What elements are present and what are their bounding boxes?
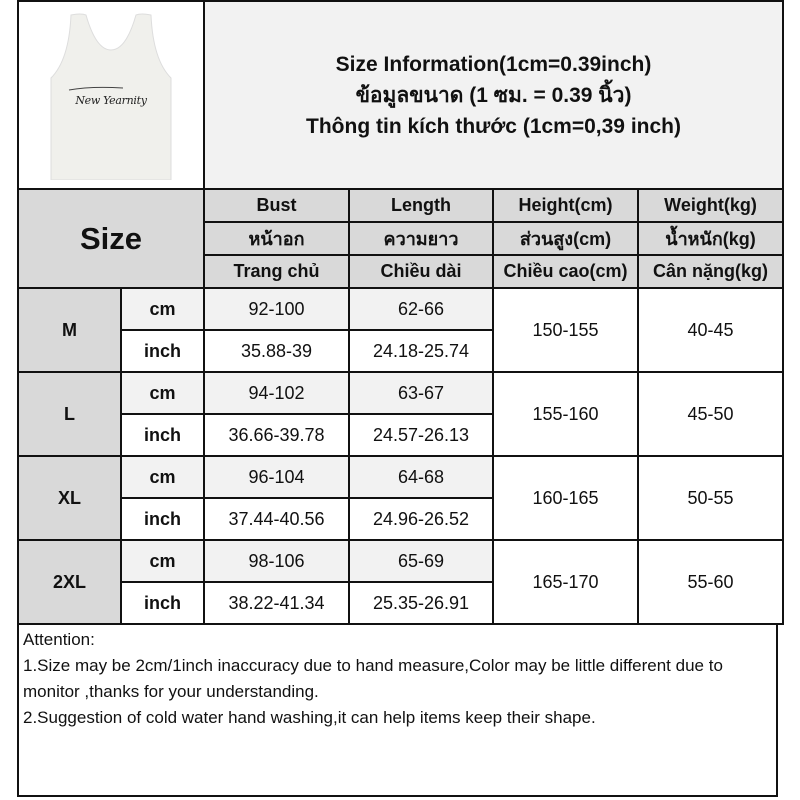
- attention-note: Attention: 1.Size may be 2cm/1inch inacc…: [17, 625, 778, 797]
- bust-inch: 37.44-40.56: [203, 497, 350, 541]
- weight-range: 50-55: [636, 455, 785, 541]
- unit-inch: inch: [120, 413, 205, 457]
- weight-range: 45-50: [636, 371, 785, 457]
- unit-cm: cm: [120, 287, 205, 331]
- unit-inch: inch: [120, 581, 205, 625]
- weight-range: 40-45: [636, 287, 785, 373]
- table-row: M cm 92-100 62-66 150-155 40-45: [17, 287, 785, 373]
- product-image-cell: New Yearnity: [17, 0, 205, 190]
- unit-cm: cm: [120, 455, 205, 499]
- table-row: L cm 94-102 63-67 155-160 45-50: [17, 371, 785, 457]
- col-height-th: ส่วนสูง(cm): [492, 221, 639, 256]
- size-header: Size: [17, 188, 205, 289]
- size-label: L: [17, 371, 122, 457]
- size-label: XL: [17, 455, 122, 541]
- bust-cm: 98-106: [203, 539, 350, 583]
- bust-cm: 92-100: [203, 287, 350, 331]
- unit-cm: cm: [120, 539, 205, 583]
- unit-inch: inch: [120, 329, 205, 373]
- bust-cm: 96-104: [203, 455, 350, 499]
- col-height-en: Height(cm): [492, 188, 639, 223]
- length-inch: 24.96-26.52: [348, 497, 494, 541]
- height-range: 150-155: [492, 287, 639, 373]
- col-length-vi: Chiều dài: [348, 254, 494, 289]
- table-row: 2XL cm 98-106 65-69 165-170 55-60: [17, 539, 785, 625]
- title-english: Size Information(1cm=0.39inch): [335, 52, 652, 76]
- col-weight-en: Weight(kg): [636, 188, 785, 223]
- height-range: 165-170: [492, 539, 639, 625]
- length-inch: 25.35-26.91: [348, 581, 494, 625]
- col-height-vi: Chiều cao(cm): [492, 254, 639, 289]
- attention-heading: Attention:: [23, 630, 95, 649]
- bust-inch: 38.22-41.34: [203, 581, 350, 625]
- length-cm: 62-66: [348, 287, 494, 331]
- height-range: 155-160: [492, 371, 639, 457]
- col-length-en: Length: [348, 188, 494, 223]
- shirt-print-text: New Yearnity: [74, 94, 147, 107]
- col-bust-en: Bust: [203, 188, 350, 223]
- col-weight-th: น้ำหนัก(kg): [636, 221, 785, 256]
- size-label: M: [17, 287, 122, 373]
- bust-inch: 35.88-39: [203, 329, 350, 373]
- col-bust-vi: Trang chủ: [203, 254, 350, 289]
- height-range: 160-165: [492, 455, 639, 541]
- bust-cm: 94-102: [203, 371, 350, 415]
- size-label: 2XL: [17, 539, 122, 625]
- length-inch: 24.57-26.13: [348, 413, 494, 457]
- length-cm: 63-67: [348, 371, 494, 415]
- table-row: inch 37.44-40.56 24.96-26.52: [18, 497, 784, 541]
- col-length-th: ความยาว: [348, 221, 494, 256]
- title-vietnamese: Thông tin kích thước (1cm=0,39 inch): [306, 114, 681, 138]
- title-thai: ข้อมูลขนาด (1 ซม. = 0.39 นิ้ว): [355, 83, 632, 107]
- weight-range: 55-60: [636, 539, 785, 625]
- size-chart-table: New Yearnity Size Information(1cm=0.39in…: [17, 0, 785, 625]
- title-cell: Size Information(1cm=0.39inch) ข้อมูลขนา…: [202, 0, 785, 190]
- tank-top-image: New Yearnity: [50, 13, 172, 180]
- length-inch: 24.18-25.74: [348, 329, 494, 373]
- bust-inch: 36.66-39.78: [203, 413, 350, 457]
- unit-cm: cm: [120, 371, 205, 415]
- col-weight-vi: Cân nặng(kg): [636, 254, 785, 289]
- length-cm: 64-68: [348, 455, 494, 499]
- attention-note-2: 2.Suggestion of cold water hand washing,…: [23, 708, 596, 727]
- table-row: XL cm 96-104 64-68 160-165 50-55: [17, 455, 785, 541]
- col-bust-th: หน้าอก: [203, 221, 350, 256]
- unit-inch: inch: [120, 497, 205, 541]
- length-cm: 65-69: [348, 539, 494, 583]
- attention-note-1: 1.Size may be 2cm/1inch inaccuracy due t…: [23, 656, 723, 701]
